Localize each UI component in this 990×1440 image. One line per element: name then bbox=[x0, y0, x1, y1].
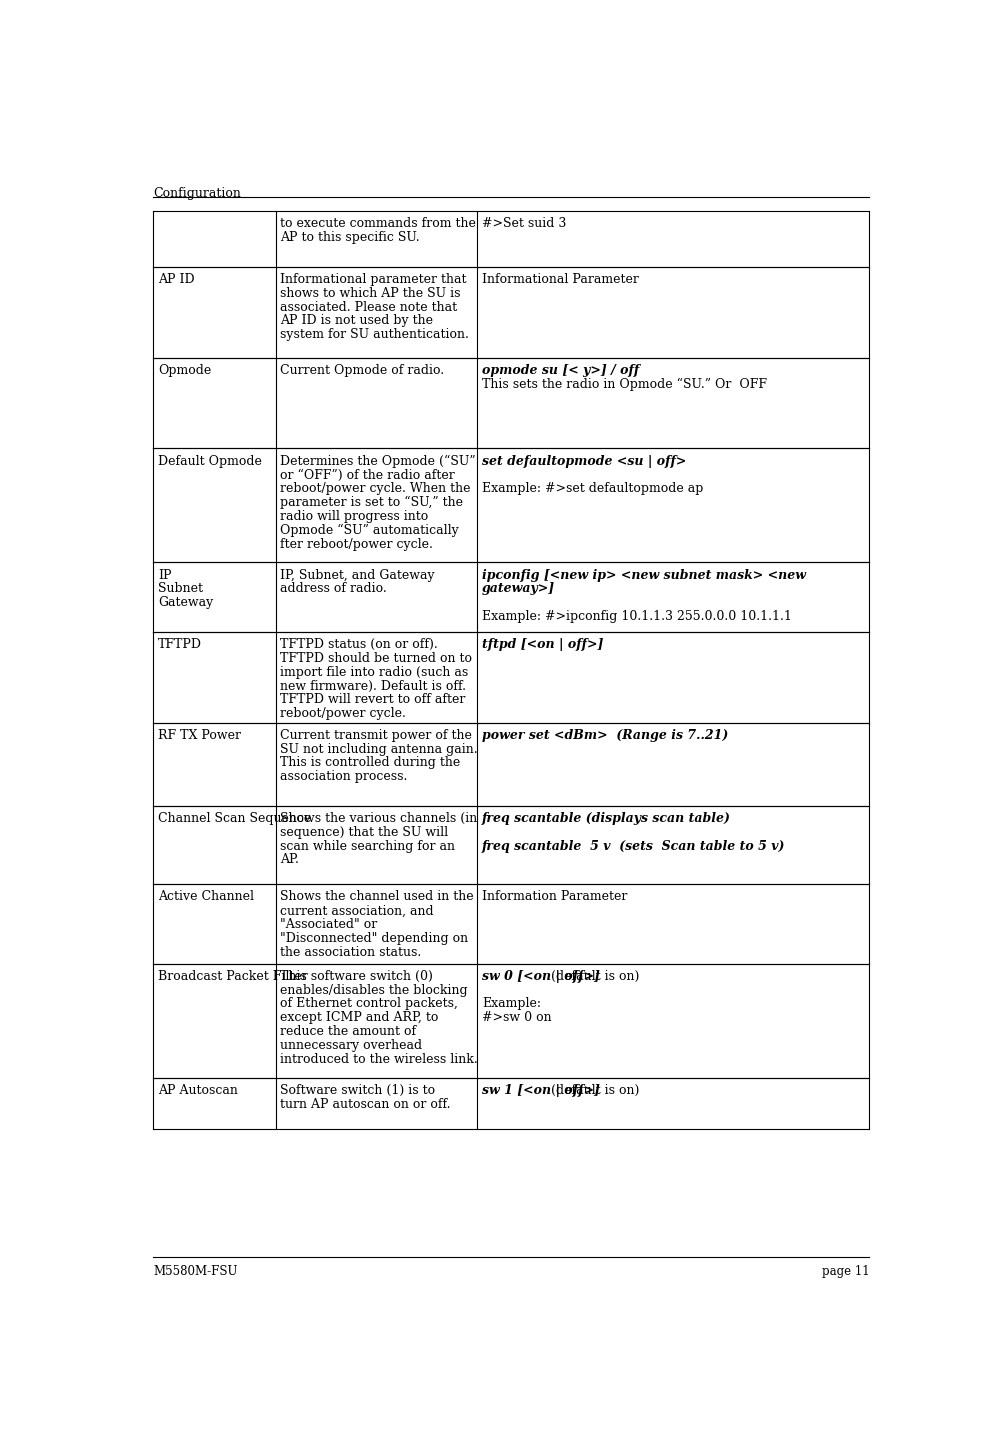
Text: TFTPD status (on or off).: TFTPD status (on or off). bbox=[280, 638, 438, 651]
Text: Active Channel: Active Channel bbox=[157, 890, 253, 903]
Text: IP: IP bbox=[157, 569, 171, 582]
Text: Default Opmode: Default Opmode bbox=[157, 455, 261, 468]
Text: freq scantable  5 v  (sets  Scan table to 5 v): freq scantable 5 v (sets Scan table to 5… bbox=[482, 840, 785, 852]
Text: of Ethernet control packets,: of Ethernet control packets, bbox=[280, 998, 458, 1011]
Text: introduced to the wireless link.: introduced to the wireless link. bbox=[280, 1053, 478, 1066]
Text: set defaultopmode <su | off>: set defaultopmode <su | off> bbox=[482, 455, 686, 468]
Text: parameter is set to “SU,” the: parameter is set to “SU,” the bbox=[280, 497, 463, 510]
Text: enables/disables the blocking: enables/disables the blocking bbox=[280, 984, 468, 996]
Text: "Disconnected" depending on: "Disconnected" depending on bbox=[280, 932, 468, 945]
Text: Example: #>set defaultopmode ap: Example: #>set defaultopmode ap bbox=[482, 482, 703, 495]
Text: TFTPD will revert to off after: TFTPD will revert to off after bbox=[280, 693, 465, 706]
Text: Example:: Example: bbox=[482, 998, 541, 1011]
Text: AP Autoscan: AP Autoscan bbox=[157, 1084, 238, 1097]
Text: Shows the various channels (in: Shows the various channels (in bbox=[280, 812, 477, 825]
Text: opmode su [< y>] / off: opmode su [< y>] / off bbox=[482, 364, 640, 377]
Text: sw 0 [<on | off>]: sw 0 [<on | off>] bbox=[482, 969, 600, 982]
Text: Example: #>ipconfig 10.1.1.3 255.0.0.0 10.1.1.1: Example: #>ipconfig 10.1.1.3 255.0.0.0 1… bbox=[482, 611, 792, 624]
Text: AP to this specific SU.: AP to this specific SU. bbox=[280, 232, 420, 245]
Text: associated. Please note that: associated. Please note that bbox=[280, 301, 457, 314]
Text: Current Opmode of radio.: Current Opmode of radio. bbox=[280, 364, 445, 377]
Text: power set <dBm>  (Range is 7..21): power set <dBm> (Range is 7..21) bbox=[482, 729, 728, 742]
Text: M5580M-FSU: M5580M-FSU bbox=[153, 1264, 238, 1277]
Text: freq scantable (displays scan table): freq scantable (displays scan table) bbox=[482, 812, 731, 825]
Text: Software switch (1) is to: Software switch (1) is to bbox=[280, 1084, 436, 1097]
Text: Informational parameter that: Informational parameter that bbox=[280, 274, 467, 287]
Text: ipconfig [<new ip> <new subnet mask> <new: ipconfig [<new ip> <new subnet mask> <ne… bbox=[482, 569, 806, 582]
Text: reboot/power cycle.: reboot/power cycle. bbox=[280, 707, 406, 720]
Text: unnecessary overhead: unnecessary overhead bbox=[280, 1040, 423, 1053]
Text: shows to which AP the SU is: shows to which AP the SU is bbox=[280, 287, 460, 300]
Text: AP.: AP. bbox=[280, 854, 299, 867]
Text: Opmode “SU” automatically: Opmode “SU” automatically bbox=[280, 524, 459, 537]
Text: scan while searching for an: scan while searching for an bbox=[280, 840, 455, 852]
Text: TFTPD should be turned on to: TFTPD should be turned on to bbox=[280, 652, 472, 665]
Text: association process.: association process. bbox=[280, 770, 408, 783]
Text: system for SU authentication.: system for SU authentication. bbox=[280, 328, 469, 341]
Text: Subnet: Subnet bbox=[157, 582, 203, 595]
Text: This sets the radio in Opmode “SU.” Or  OFF: This sets the radio in Opmode “SU.” Or O… bbox=[482, 377, 767, 390]
Text: sw 1 [<on | off>]: sw 1 [<on | off>] bbox=[482, 1084, 600, 1097]
Text: Informational Parameter: Informational Parameter bbox=[482, 274, 639, 287]
Text: Shows the channel used in the: Shows the channel used in the bbox=[280, 890, 474, 903]
Text: RF TX Power: RF TX Power bbox=[157, 729, 241, 742]
Text: Information Parameter: Information Parameter bbox=[482, 890, 628, 903]
Text: This software switch (0): This software switch (0) bbox=[280, 969, 434, 982]
Text: Channel Scan Sequence: Channel Scan Sequence bbox=[157, 812, 311, 825]
Text: new firmware). Default is off.: new firmware). Default is off. bbox=[280, 680, 466, 693]
Text: sequence) that the SU will: sequence) that the SU will bbox=[280, 825, 448, 838]
Text: Broadcast Packet Filter: Broadcast Packet Filter bbox=[157, 969, 308, 982]
Text: "Associated" or: "Associated" or bbox=[280, 919, 377, 932]
Text: Gateway: Gateway bbox=[157, 596, 213, 609]
Text: (default is on): (default is on) bbox=[547, 969, 640, 982]
Text: #>Set suid 3: #>Set suid 3 bbox=[482, 217, 566, 230]
Text: (default is on): (default is on) bbox=[547, 1084, 640, 1097]
Text: IP, Subnet, and Gateway: IP, Subnet, and Gateway bbox=[280, 569, 435, 582]
Text: tftpd [<on | off>]: tftpd [<on | off>] bbox=[482, 638, 603, 651]
Text: gateway>]: gateway>] bbox=[482, 582, 555, 595]
Text: fter reboot/power cycle.: fter reboot/power cycle. bbox=[280, 537, 434, 550]
Text: the association status.: the association status. bbox=[280, 946, 422, 959]
Text: page 11: page 11 bbox=[822, 1264, 869, 1277]
Text: Configuration: Configuration bbox=[153, 187, 242, 200]
Text: AP ID: AP ID bbox=[157, 274, 194, 287]
Text: SU not including antenna gain.: SU not including antenna gain. bbox=[280, 743, 478, 756]
Text: TFTPD: TFTPD bbox=[157, 638, 202, 651]
Text: #>sw 0 on: #>sw 0 on bbox=[482, 1011, 551, 1024]
Text: AP ID is not used by the: AP ID is not used by the bbox=[280, 314, 434, 327]
Text: Opmode: Opmode bbox=[157, 364, 211, 377]
Text: import file into radio (such as: import file into radio (such as bbox=[280, 665, 468, 678]
Text: Determines the Opmode (“SU”: Determines the Opmode (“SU” bbox=[280, 455, 476, 468]
Text: Current transmit power of the: Current transmit power of the bbox=[280, 729, 472, 742]
Text: reduce the amount of: reduce the amount of bbox=[280, 1025, 417, 1038]
Text: address of radio.: address of radio. bbox=[280, 582, 387, 595]
Text: turn AP autoscan on or off.: turn AP autoscan on or off. bbox=[280, 1097, 450, 1110]
Text: current association, and: current association, and bbox=[280, 904, 434, 917]
Text: radio will progress into: radio will progress into bbox=[280, 510, 429, 523]
Text: or “OFF”) of the radio after: or “OFF”) of the radio after bbox=[280, 468, 455, 481]
Text: except ICMP and ARP, to: except ICMP and ARP, to bbox=[280, 1011, 439, 1024]
Text: This is controlled during the: This is controlled during the bbox=[280, 756, 460, 769]
Text: reboot/power cycle. When the: reboot/power cycle. When the bbox=[280, 482, 471, 495]
Text: to execute commands from the: to execute commands from the bbox=[280, 217, 476, 230]
